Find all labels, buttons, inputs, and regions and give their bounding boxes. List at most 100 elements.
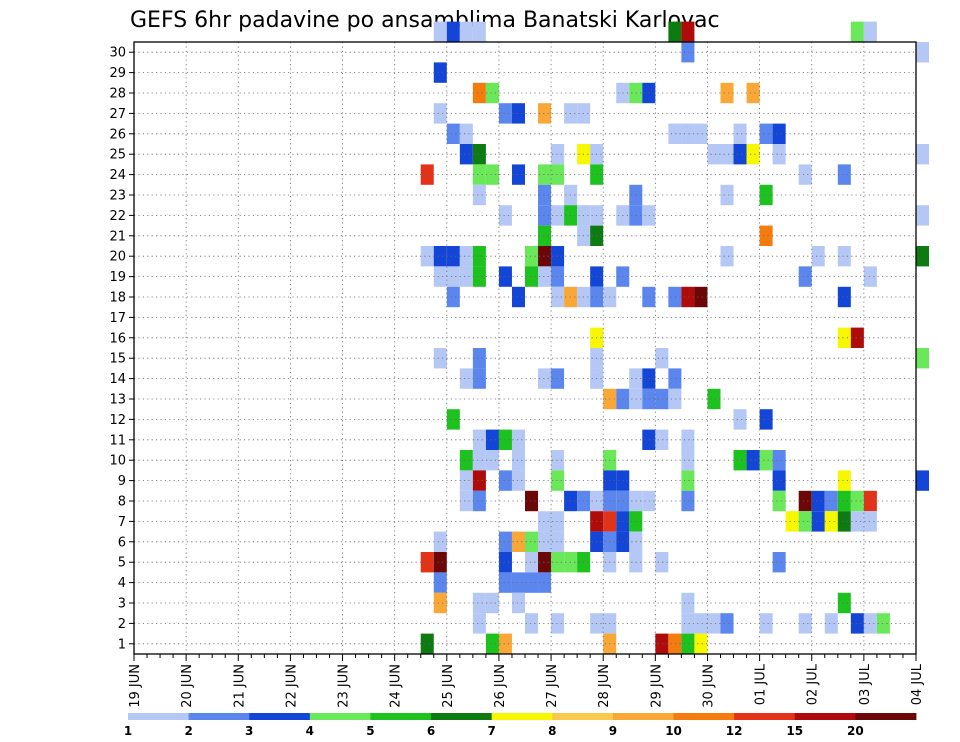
x-date-label: 30 JUN — [701, 664, 716, 708]
precip-cell — [498, 205, 512, 226]
precip-cell — [863, 511, 877, 532]
precip-cell — [433, 348, 447, 369]
y-tick-label: 18 — [109, 291, 126, 306]
x-date-label: 20 JUN — [180, 664, 195, 708]
precip-cell — [811, 490, 825, 512]
precip-cell — [538, 531, 552, 552]
precip-cell — [733, 123, 747, 144]
y-tick-label: 19 — [109, 270, 126, 285]
y-tick-label: 14 — [109, 372, 126, 387]
precip-cell — [720, 246, 734, 267]
y-tick-label: 27 — [109, 107, 126, 122]
y-tick-label: 24 — [109, 168, 126, 183]
precip-cell — [525, 246, 539, 267]
precip-cell — [916, 144, 930, 165]
precip-cell — [472, 144, 486, 165]
precip-cell — [472, 21, 486, 42]
precip-cell — [668, 123, 682, 144]
precip-cell — [433, 266, 447, 287]
legend-label: 3 — [245, 724, 253, 738]
legend-label: 20 — [847, 724, 864, 738]
precip-cell — [694, 613, 708, 634]
y-tick-label: 12 — [109, 413, 126, 428]
legend-label: 5 — [366, 724, 374, 738]
x-date-label: 19 JUN — [128, 664, 143, 708]
precip-cell — [485, 450, 499, 471]
legend-swatch — [794, 713, 856, 720]
precip-cell — [681, 613, 695, 634]
precip-cell — [668, 633, 682, 654]
precip-cell — [759, 184, 773, 206]
precip-cell — [798, 490, 812, 512]
precip-cell — [850, 511, 864, 532]
precip-cell — [759, 409, 773, 430]
y-tick-label: 17 — [109, 311, 126, 326]
precip-cell — [538, 164, 552, 185]
precip-cell — [798, 266, 812, 287]
precip-cell — [863, 21, 877, 42]
precip-cell — [707, 613, 721, 634]
precip-cell — [472, 82, 486, 104]
y-tick-label: 15 — [109, 352, 126, 367]
precip-cell — [824, 490, 838, 512]
precip-cell — [850, 21, 864, 42]
precip-cell — [446, 286, 460, 308]
legend-label: 12 — [726, 724, 743, 738]
precip-cell — [759, 225, 773, 246]
precip-cell — [498, 103, 512, 124]
precip-cell — [511, 450, 525, 471]
y-tick-label: 16 — [109, 331, 126, 346]
precip-cell — [837, 164, 851, 185]
precip-cell — [538, 225, 552, 246]
precip-cell — [498, 429, 512, 450]
x-date-label: 26 JUN — [493, 664, 508, 708]
precip-cell — [498, 572, 512, 593]
precip-cell — [720, 184, 734, 206]
precip-cell — [668, 368, 682, 389]
precip-cell — [837, 511, 851, 532]
precip-cell — [850, 327, 864, 348]
precip-cell — [433, 21, 447, 42]
precip-cell — [655, 388, 669, 410]
precip-cell — [498, 633, 512, 654]
precip-cell — [694, 286, 708, 308]
y-tick-label: 22 — [109, 209, 126, 224]
legend-label: 10 — [665, 724, 682, 738]
precip-cell — [772, 552, 786, 573]
legend-swatch — [188, 713, 250, 720]
precip-cell — [681, 429, 695, 450]
precip-cell — [916, 348, 930, 369]
precip-cell — [459, 123, 473, 144]
precip-cell — [498, 552, 512, 573]
legend-swatch — [552, 713, 614, 720]
precip-cell — [511, 572, 525, 593]
legend-swatch — [612, 713, 674, 720]
legend-swatch — [431, 713, 493, 720]
precip-cell — [433, 531, 447, 552]
precip-cell — [681, 286, 695, 308]
precip-cell — [772, 144, 786, 165]
x-date-label: 21 JUN — [232, 664, 247, 708]
legend-label: 6 — [427, 724, 435, 738]
precip-cell — [681, 42, 695, 63]
precip-cell — [837, 470, 851, 491]
x-date-label: 24 JUN — [389, 664, 404, 708]
color-legend: 1 2 3 4 5 6 7 8 9 10 12 15 20 — [124, 713, 917, 738]
precip-cell — [811, 511, 825, 532]
precip-cell — [772, 490, 786, 512]
y-tick-label: 11 — [109, 433, 126, 448]
y-tick-label: 21 — [109, 229, 126, 244]
precip-cell — [498, 470, 512, 491]
x-date-label: 22 JUN — [284, 664, 299, 708]
legend-label: 4 — [306, 724, 314, 738]
precip-cell — [824, 613, 838, 634]
x-date-label: 03 JUL — [858, 663, 873, 705]
precip-cell — [459, 450, 473, 471]
y-tick-label: 4 — [118, 576, 126, 591]
precip-cell — [798, 613, 812, 634]
precip-cell — [863, 490, 877, 512]
y-tick-label: 2 — [118, 617, 126, 632]
precip-cell — [538, 266, 552, 287]
legend-swatch — [128, 713, 190, 720]
precip-cell — [433, 592, 447, 614]
